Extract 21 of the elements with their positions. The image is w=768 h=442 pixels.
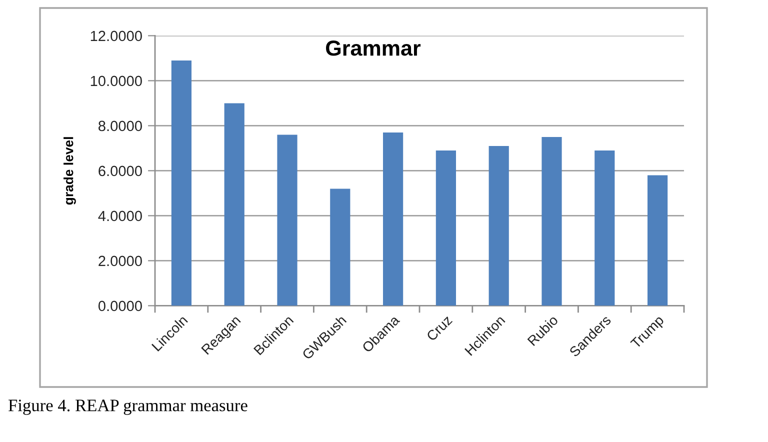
chart-title: Grammar (326, 40, 421, 56)
bar (224, 103, 244, 306)
x-tick-label: Cruz (426, 314, 453, 342)
bar (648, 175, 668, 306)
y-tick-label: 12.0000 (90, 30, 142, 42)
bar (436, 150, 456, 306)
bar (171, 60, 192, 306)
y-tick-label: 8.0000 (98, 120, 142, 132)
y-axis-title: grade level (64, 137, 76, 205)
y-tick-label: 6.0000 (98, 166, 142, 176)
bar (330, 188, 350, 306)
bar (383, 132, 404, 306)
y-tick-label: 0.0000 (98, 300, 142, 312)
bar (277, 134, 298, 306)
bar (542, 136, 562, 306)
y-tick-label: 4.0000 (98, 210, 142, 222)
caption: Figure 4. REAP grammar measure (8, 400, 248, 415)
bar (594, 150, 615, 306)
y-tick-label: 10.0000 (90, 76, 142, 86)
bar (488, 146, 509, 306)
y-tick-label: 2.0000 (98, 256, 142, 266)
